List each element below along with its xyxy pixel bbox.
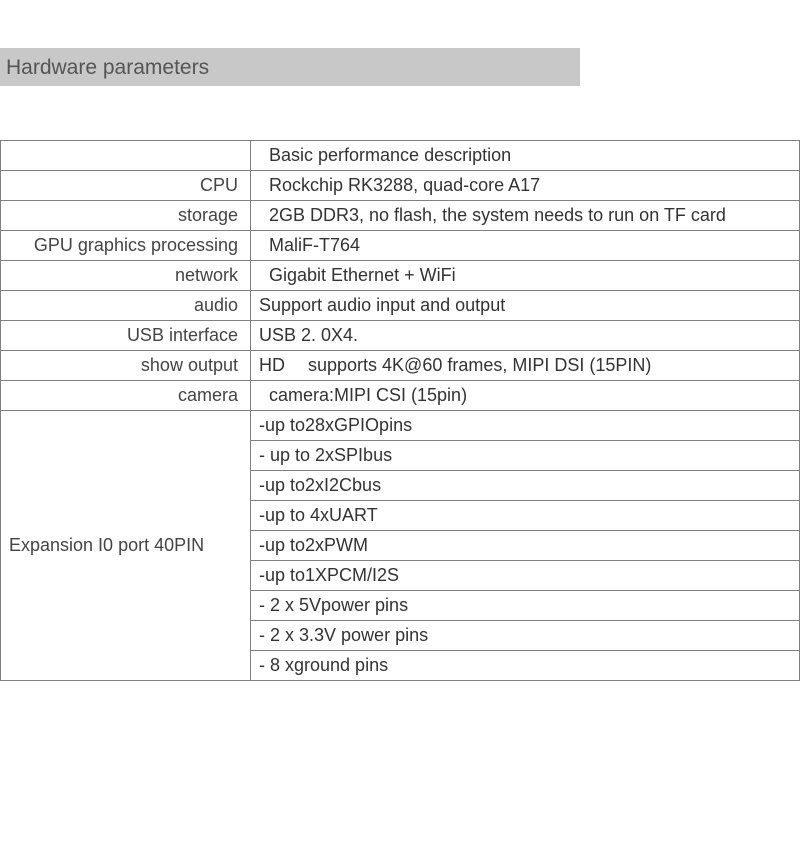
table-row: CPU Rockchip RK3288, quad-core A17 — [1, 171, 800, 201]
row-value: camera:MIPI CSI (15pin) — [251, 381, 800, 411]
row-value: MaliF-T764 — [251, 231, 800, 261]
header-value-cell: Basic performance description — [251, 141, 800, 171]
row-label: network — [1, 261, 251, 291]
expansion-item: -up to1XPCM/I2S — [251, 561, 800, 591]
expansion-item: - 2 x 3.3V power pins — [251, 621, 800, 651]
expansion-item: -up to 4xUART — [251, 501, 800, 531]
row-value: Gigabit Ethernet + WiFi — [251, 261, 800, 291]
table-row: GPU graphics processing MaliF-T764 — [1, 231, 800, 261]
expansion-item: - up to 2xSPIbus — [251, 441, 800, 471]
row-label: GPU graphics processing — [1, 231, 251, 261]
table-header-row: Basic performance description — [1, 141, 800, 171]
row-value: HD supports 4K@60 frames, MIPI DSI (15PI… — [251, 351, 800, 381]
row-label: show output — [1, 351, 251, 381]
expansion-label-cell: Expansion I0 port 40PIN — [1, 411, 251, 681]
table-row: show output HD supports 4K@60 frames, MI… — [1, 351, 800, 381]
row-label: USB interface — [1, 321, 251, 351]
spec-table-body: Basic performance description CPU Rockch… — [1, 141, 800, 681]
header-label-cell — [1, 141, 251, 171]
row-label: CPU — [1, 171, 251, 201]
spec-table: Basic performance description CPU Rockch… — [0, 140, 800, 681]
expansion-item: -up to2xI2Cbus — [251, 471, 800, 501]
section-header: Hardware parameters — [0, 48, 580, 86]
row-label: audio — [1, 291, 251, 321]
table-row: network Gigabit Ethernet + WiFi — [1, 261, 800, 291]
expansion-row: Expansion I0 port 40PIN -up to28xGPIOpin… — [1, 411, 800, 441]
expansion-item: -up to28xGPIOpins — [251, 411, 800, 441]
row-value: Rockchip RK3288, quad-core A17 — [251, 171, 800, 201]
row-value: 2GB DDR3, no flash, the system needs to … — [251, 201, 800, 231]
expansion-item: - 2 x 5Vpower pins — [251, 591, 800, 621]
table-row: storage 2GB DDR3, no flash, the system n… — [1, 201, 800, 231]
row-label: camera — [1, 381, 251, 411]
expansion-item: -up to2xPWM — [251, 531, 800, 561]
table-row: USB interface USB 2. 0X4. — [1, 321, 800, 351]
row-label: storage — [1, 201, 251, 231]
table-row: audio Support audio input and output — [1, 291, 800, 321]
row-value: Support audio input and output — [251, 291, 800, 321]
row-value: USB 2. 0X4. — [251, 321, 800, 351]
table-row: camera camera:MIPI CSI (15pin) — [1, 381, 800, 411]
expansion-item: - 8 xground pins — [251, 651, 800, 681]
